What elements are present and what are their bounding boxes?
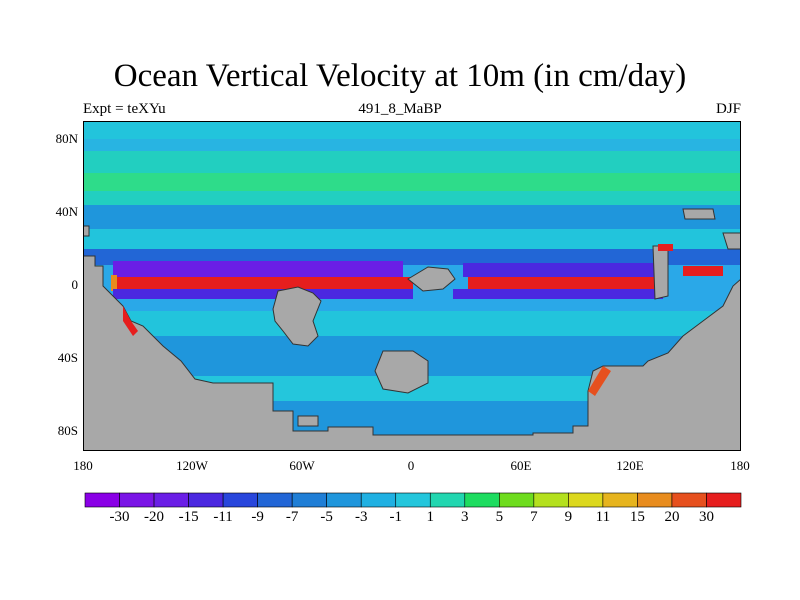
land-south [83,255,741,451]
coastal-upwelling [658,244,673,251]
downwelling-band [113,289,413,299]
equatorial-upwelling [683,266,723,276]
ocean-band [83,121,741,139]
y-tick-label: 0 [71,277,79,292]
land-northeast [682,208,716,220]
equatorial-upwelling [113,277,413,289]
y-tick-label: 80S [57,423,78,438]
ocean-band [83,173,741,191]
colorbar-swatch [119,492,155,508]
ocean-band [83,191,741,205]
colorbar-label: -9 [251,509,264,525]
colorbar-label: -11 [213,509,233,525]
land-central [407,266,456,292]
velocity-map [83,121,741,451]
colorbar-label: -7 [285,509,299,525]
experiment-label: Expt = teXYu [83,101,166,117]
colorbar-label: 15 [629,509,645,525]
land-west-edge [83,225,90,237]
x-tick-label: 60E [510,458,532,473]
colorbar-label: -30 [109,509,130,525]
y-tick-label: 80N [55,131,78,146]
colorbar-label: 3 [461,509,469,525]
colorbar-label: 20 [664,509,680,525]
land-island-south [374,350,429,394]
colorbar-swatch [706,492,742,508]
colorbar-swatch [568,492,604,508]
colorbar-swatch [499,492,535,508]
colorbar-swatch [188,492,224,508]
x-tick-label: 60W [289,458,315,473]
colorbar-swatch [326,492,362,508]
coastal-upwelling [588,366,611,396]
x-tick-label: 0 [407,458,415,473]
ocean-band [83,205,741,229]
downwelling-band [113,261,403,277]
colorbar-swatch [464,492,500,508]
colorbar-label: 30 [698,509,714,525]
period-label: 491_8_MaBP [358,101,442,117]
y-tick-label: 40S [57,350,78,365]
x-tick-label: 180 [730,458,750,473]
colorbar-swatch [360,492,397,508]
downwelling-band [463,263,663,277]
colorbar-label: -15 [178,509,199,525]
colorbar-label: -3 [354,509,368,525]
ocean-band [83,229,741,249]
colorbar-swatch [153,492,189,508]
colorbar-label: 11 [595,509,611,525]
colorbar-swatch [533,492,569,508]
colorbar-swatch [395,492,431,508]
ocean-band [83,139,741,151]
colorbar-label: 1 [426,509,435,525]
colorbar-swatch [671,492,707,508]
ocean-band [83,151,741,173]
y-tick-label: 40N [55,204,78,219]
upwelling-edge [111,275,117,291]
coastal-upwelling [123,306,138,336]
colorbar-label: -5 [320,509,333,525]
colorbar-label: -1 [389,509,402,525]
land-islet [297,415,319,427]
colorbar-label: 7 [530,509,538,525]
map-title: Ocean Vertical Velocity at 10m (in cm/da… [113,58,687,94]
colorbar-swatch [222,492,258,508]
colorbar-swatch [291,492,327,508]
x-tick-label: 120E [616,458,644,473]
x-tick-label: 120W [176,458,208,473]
colorbar-swatch [257,492,293,508]
ocean-band [83,311,741,336]
colorbar-label: -20 [144,509,165,525]
season-label: DJF [715,101,741,117]
map-frame [83,121,741,451]
colorbar-swatch [602,492,638,508]
x-tick-label: 180 [73,458,93,473]
colorbar-swatch [429,492,466,508]
equatorial-upwelling [468,277,658,289]
colorbar-swatch [637,492,673,508]
colorbar-label: 5 [495,509,504,525]
downwelling-band [453,289,663,299]
colorbar [84,492,742,508]
colorbar-swatch [84,492,120,508]
land-continent-west [272,286,322,347]
land-east-edge [722,232,741,250]
land-east [652,245,669,300]
colorbar-label: 9 [564,509,573,525]
